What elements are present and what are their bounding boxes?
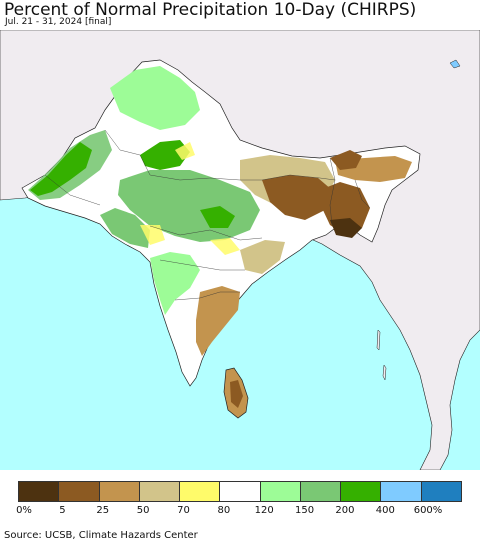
legend-swatch bbox=[99, 482, 140, 501]
green-region-gujarat bbox=[100, 208, 150, 248]
map-subtitle: Jul. 21 - 31, 2024 [final] bbox=[5, 17, 112, 27]
internal-borders bbox=[44, 129, 371, 301]
legend-label: 80 bbox=[217, 505, 231, 516]
legend-label: 150 bbox=[295, 505, 315, 516]
tan-region-nepal-bhutan bbox=[330, 150, 362, 170]
green-region-dark-nw bbox=[30, 142, 92, 196]
legend-labels: 0% 5 25 50 70 80 120 150 200 400 600% bbox=[0, 505, 480, 519]
green-region-punjab bbox=[140, 140, 190, 170]
legend-swatch bbox=[220, 482, 261, 501]
legend-swatch bbox=[19, 482, 60, 501]
legend-label: 50 bbox=[136, 505, 150, 516]
legend-swatch bbox=[300, 482, 342, 501]
legend-label: 5 bbox=[59, 505, 66, 516]
andaman-islands bbox=[376, 329, 387, 381]
legend-label: 400 bbox=[375, 505, 395, 516]
green-patch-deccan bbox=[200, 206, 235, 228]
dark-brown-delta bbox=[330, 218, 362, 238]
brown-region-east bbox=[262, 175, 332, 220]
small-island-top bbox=[449, 59, 461, 69]
precipitation-map bbox=[0, 30, 480, 470]
legend-color-bar bbox=[18, 481, 462, 502]
legend-label: 600% bbox=[413, 505, 443, 516]
legend-swatch bbox=[139, 482, 181, 501]
map-title: Percent of Normal Precipitation 10-Day (… bbox=[4, 0, 417, 20]
legend-swatch bbox=[341, 482, 382, 501]
tan-region-south bbox=[196, 286, 240, 356]
legend-swatch bbox=[59, 482, 100, 501]
legend-label: 0% bbox=[16, 505, 32, 516]
legend-swatch bbox=[260, 482, 301, 501]
legend-label: 200 bbox=[335, 505, 355, 516]
legend-label: 25 bbox=[96, 505, 110, 516]
source-credit: Source: UCSB, Climate Hazards Center bbox=[4, 530, 198, 541]
tan-region-andhra bbox=[240, 240, 285, 274]
sri-lanka-interior bbox=[230, 380, 243, 408]
legend-swatch bbox=[421, 482, 461, 501]
legend-swatch bbox=[180, 482, 221, 501]
green-region-west-coast bbox=[150, 252, 200, 315]
legend-label: 70 bbox=[177, 505, 190, 516]
legend-label: 120 bbox=[254, 505, 274, 516]
legend-swatch bbox=[381, 482, 422, 501]
yellow-patches-central bbox=[140, 142, 240, 255]
green-region-north bbox=[110, 66, 200, 130]
